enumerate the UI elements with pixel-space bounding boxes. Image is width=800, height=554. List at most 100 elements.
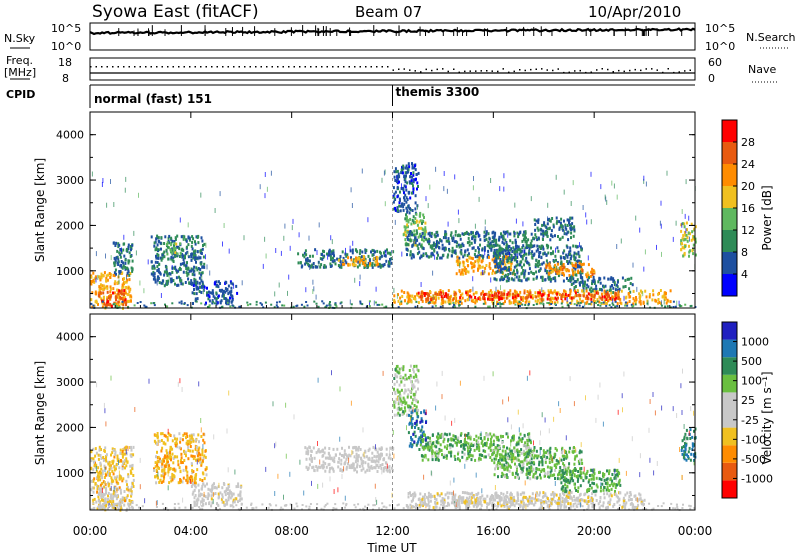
power-cell (200, 273, 203, 277)
power-cell (624, 304, 627, 307)
power-cell (477, 254, 480, 258)
power-cell (408, 294, 411, 298)
velocity-cell (410, 395, 412, 399)
power-cell (437, 241, 440, 245)
power-cell (505, 244, 508, 248)
velocity-cell (518, 453, 521, 457)
power-cell (494, 265, 497, 269)
power-cell (168, 274, 170, 280)
velocity-cell (352, 446, 355, 450)
velocity-cell (95, 469, 98, 473)
power-cell (200, 192, 202, 198)
power-cell (556, 300, 559, 304)
power-cell (114, 268, 117, 272)
power-cell (483, 246, 486, 250)
power-cell (196, 285, 198, 289)
noise-left-tick-top: 10^5 (51, 22, 81, 35)
power-cell (542, 261, 545, 265)
power-cell (632, 262, 634, 268)
power-cell (119, 248, 122, 251)
power-cell (547, 202, 549, 208)
power-cell (466, 264, 469, 268)
power-cell (415, 229, 418, 233)
power-cell (556, 265, 558, 271)
velocity-cell (373, 466, 376, 470)
power-cell (386, 248, 388, 252)
nave-point (106, 66, 108, 68)
power-cell (541, 287, 543, 293)
power-cell (262, 263, 264, 269)
power-cell (374, 260, 377, 264)
power-cell (127, 306, 130, 309)
power-cell (219, 282, 221, 285)
velocity-cell (108, 482, 111, 486)
power-cell (524, 230, 527, 234)
velocity-cell (364, 470, 367, 474)
power-cell (171, 265, 173, 270)
velocity-cell (347, 455, 350, 459)
velocity-cell (106, 500, 109, 504)
power-cell (152, 270, 155, 274)
power-cell (643, 266, 645, 272)
power-cell (176, 252, 179, 256)
power-cell (631, 283, 634, 287)
power-cell (420, 291, 423, 295)
power-cell (323, 250, 325, 254)
power-cell (453, 250, 456, 254)
velocity-cell (190, 440, 193, 444)
power-cell (501, 267, 504, 271)
power-cell (554, 301, 556, 305)
power-cell (288, 274, 290, 280)
power-cell (304, 249, 307, 253)
power-cell (571, 216, 574, 220)
power-cell (214, 282, 216, 286)
power-cell (107, 273, 110, 277)
velocity-cell (446, 447, 448, 451)
power-cell (215, 299, 218, 303)
power-cell (409, 196, 412, 200)
power-cell (509, 239, 512, 243)
power-cell (503, 277, 506, 281)
velocity-cell (97, 457, 100, 461)
power-cell (478, 256, 481, 260)
power-cell (507, 249, 510, 253)
nave-point (271, 66, 273, 68)
power-cell (535, 270, 538, 274)
power-cell (558, 271, 561, 275)
power-cell (560, 302, 563, 305)
power-colorbar-swatch (722, 142, 737, 164)
power-cell (616, 194, 618, 200)
power-cell (193, 265, 196, 269)
power-cell (422, 213, 425, 217)
nave-point (431, 69, 433, 72)
power-cell (556, 220, 559, 224)
power-y-tick-label: 4000 (56, 129, 84, 142)
power-cell (356, 265, 359, 269)
power-cell (515, 264, 518, 268)
power-cell (549, 279, 552, 283)
power-cell (185, 245, 188, 249)
power-cell (568, 260, 571, 264)
velocity-cell (194, 474, 197, 478)
power-cell (541, 262, 544, 266)
velocity-cell (179, 469, 182, 473)
power-cell (514, 276, 516, 282)
power-cell (683, 231, 686, 234)
power-cell (436, 244, 439, 248)
power-cell (193, 252, 196, 256)
velocity-cell (184, 450, 187, 454)
power-cell (155, 256, 158, 260)
power-cell (586, 271, 589, 275)
velocity-cell (98, 448, 101, 452)
velocity-cell (461, 455, 464, 459)
power-cell (530, 270, 533, 274)
power-cell (634, 303, 637, 306)
power-cell (384, 169, 386, 175)
velocity-cell (417, 380, 420, 384)
power-cell (528, 263, 531, 267)
power-cell (494, 263, 497, 267)
velocity-cell (410, 425, 413, 429)
power-cell (350, 187, 352, 193)
velocity-cell (130, 454, 133, 458)
power-cell (215, 297, 218, 301)
